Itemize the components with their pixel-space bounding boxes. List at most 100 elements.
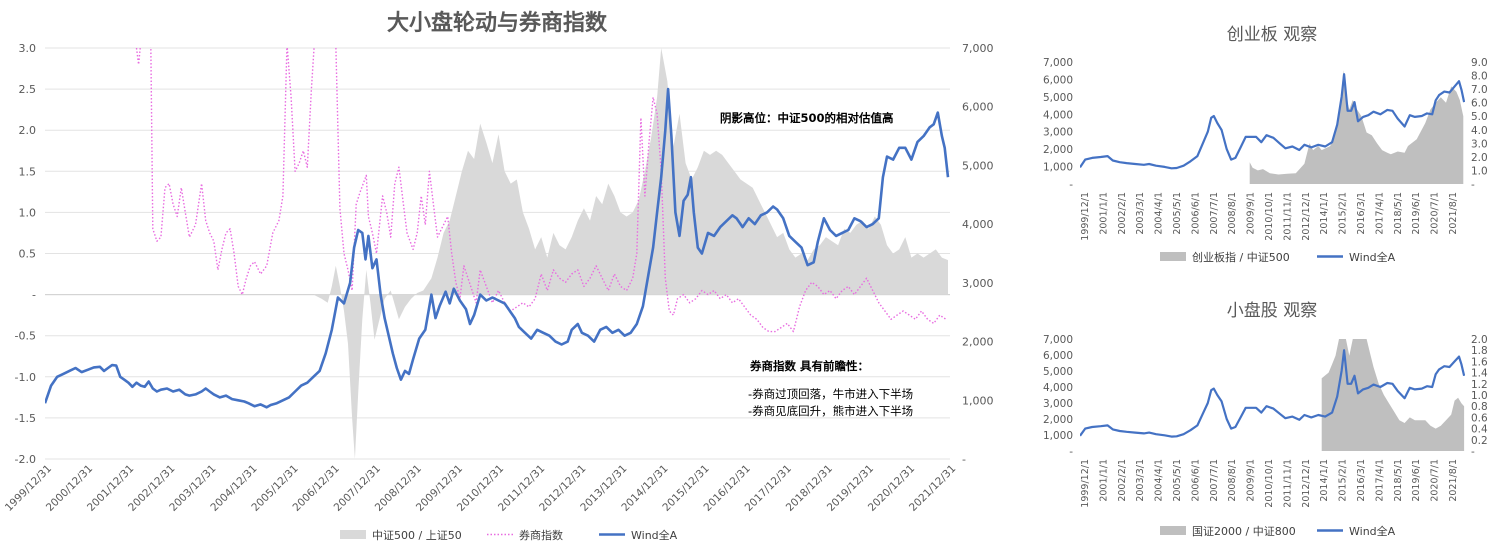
legend-label: Wind全A bbox=[1349, 250, 1396, 264]
y-right-tick-label: 1.0 bbox=[1471, 165, 1488, 177]
x-tick-label: 2017/4/1 bbox=[1374, 459, 1385, 502]
series-1 bbox=[1080, 73, 1465, 170]
x-tick-label: 2001/1/1 bbox=[1098, 192, 1109, 235]
legend-swatch bbox=[340, 530, 366, 539]
plot-area bbox=[1080, 70, 1465, 184]
x-tick-label: 2014/1/1 bbox=[1319, 459, 1330, 502]
x-tick-label: 2007/7/1 bbox=[1209, 192, 1220, 235]
x-tick-label: 2014/1/1 bbox=[1319, 192, 1330, 235]
area-series-0 bbox=[313, 48, 948, 459]
chart-title: 小盘股 观察 bbox=[1227, 301, 1317, 321]
y-left-tick-label: -0.5 bbox=[15, 330, 36, 343]
y-right-tick-label: 6.0 bbox=[1471, 98, 1488, 110]
y-left-tick-label: 1.0 bbox=[19, 206, 37, 219]
series-0 bbox=[1249, 70, 1464, 184]
y-right-tick-label: 0.4 bbox=[1471, 424, 1488, 436]
legend-swatch bbox=[1160, 526, 1186, 535]
y-left-tick-label: 7,000 bbox=[1043, 57, 1073, 69]
annotation-broker-line2: -券商见底回升，熊市进入下半场 bbox=[748, 404, 913, 418]
annotation-shading-note: 阴影高位：中证500的相对估值高 bbox=[720, 111, 894, 125]
legend-item: 创业板指 / 中证500 bbox=[1160, 250, 1290, 264]
y-left-tick-label: -1.5 bbox=[15, 412, 36, 425]
y-left-tick-label: - bbox=[32, 289, 36, 302]
x-tick-label: 2002/2/1 bbox=[1117, 192, 1128, 235]
y-right-tick-label: 1.6 bbox=[1471, 356, 1488, 368]
y-left-tick-label: 2,000 bbox=[1043, 414, 1073, 426]
legend-label: 中证500 / 上证50 bbox=[372, 529, 462, 542]
y-right-tick-label: 9.0 bbox=[1471, 57, 1488, 69]
x-tick-label: 2007/7/1 bbox=[1209, 459, 1220, 502]
y-right-tick-label: 1.4 bbox=[1471, 368, 1488, 380]
x-tick-label: 2015/2/1 bbox=[1338, 192, 1349, 235]
legend: 中证500 / 上证50 券商指数 Wind全A bbox=[340, 528, 678, 542]
y-right-tick-label: - bbox=[962, 453, 966, 466]
y-left-tick-label: 4,000 bbox=[1043, 382, 1073, 394]
legend-item: Wind全A bbox=[599, 528, 678, 542]
y-left-tick-label: 2.5 bbox=[19, 83, 37, 96]
y-right-tick-label: 7,000 bbox=[962, 42, 994, 55]
legend-item: Wind全A bbox=[1317, 250, 1396, 264]
x-tick-label: 2002/2/1 bbox=[1117, 459, 1128, 502]
y-left-tick-label: 3.0 bbox=[19, 42, 37, 55]
x-tick-label: 2021/8/1 bbox=[1448, 459, 1459, 502]
y-right-tick-label: 2,000 bbox=[962, 336, 994, 349]
x-tick-label: 2012/12/1 bbox=[1301, 192, 1312, 241]
y-right-tick-label: 0.6 bbox=[1471, 412, 1488, 424]
y-left-tick-label: 5,000 bbox=[1043, 366, 1073, 378]
y-left-tick-label: 6,000 bbox=[1043, 350, 1073, 362]
x-tick-label: 2008/8/1 bbox=[1227, 192, 1238, 235]
y-right-tick-label: 1.8 bbox=[1471, 345, 1488, 357]
x-tick-label: 2021/8/1 bbox=[1448, 192, 1459, 235]
y-left-tick-label: 0.5 bbox=[19, 248, 37, 261]
y-right-tick-label: 5.0 bbox=[1471, 111, 1488, 123]
area-series-0 bbox=[1249, 70, 1464, 184]
chart-0: 大小盘轮动与券商指数 3.0 2.5 2.0 1.5 1.0 0.5 - -0.5 -1.0 -1.… bbox=[3, 10, 994, 542]
x-tick-label: 2009/9/1 bbox=[1246, 192, 1257, 235]
legend-label: 创业板指 / 中证500 bbox=[1192, 250, 1290, 264]
y-left-tick-label: 2.0 bbox=[19, 124, 37, 137]
y-right-tick-label: 5,000 bbox=[962, 159, 994, 172]
y-right-tick-label: 1.0 bbox=[1471, 390, 1488, 402]
line-series-1 bbox=[1080, 349, 1465, 438]
y-right-tick-label: 1,000 bbox=[962, 394, 994, 407]
y-right-tick-label: 0.2 bbox=[1471, 435, 1488, 447]
y-right-tick-label: - bbox=[1471, 446, 1475, 458]
chart-2: 小盘股 观察 7,000 6,000 5,000 4,000 3,000 2,000 1,00… bbox=[1043, 301, 1488, 538]
y-left-tick-label: 1,000 bbox=[1043, 162, 1073, 174]
plot-area bbox=[1080, 339, 1465, 451]
legend-label: 券商指数 bbox=[519, 528, 563, 542]
x-tick-label: 2011/11/1 bbox=[1282, 192, 1293, 241]
x-tick-label: 2006/6/1 bbox=[1190, 459, 1201, 502]
x-tick-label: 2012/12/1 bbox=[1301, 459, 1312, 508]
legend-item: Wind全A bbox=[1317, 524, 1396, 538]
chart-title: 大小盘轮动与券商指数 bbox=[387, 10, 608, 36]
x-tick-label: 2020/7/1 bbox=[1430, 192, 1441, 235]
y-left-tick-label: 1.5 bbox=[19, 165, 37, 178]
x-tick-label: 2017/4/1 bbox=[1374, 192, 1385, 235]
x-tick-label: 2016/3/1 bbox=[1356, 192, 1367, 235]
series-0 bbox=[313, 48, 948, 459]
y-right-tick-label: 3.0 bbox=[1471, 138, 1488, 150]
series-1 bbox=[1080, 349, 1465, 438]
series-2 bbox=[45, 87, 950, 409]
line-series-1 bbox=[1080, 73, 1465, 170]
y-right-tick-label: 2.0 bbox=[1471, 152, 1488, 164]
y-right-tick-label: 6,000 bbox=[962, 101, 994, 114]
plot-area bbox=[45, 47, 950, 459]
x-tick-label: 1999/12/1 bbox=[1080, 459, 1091, 508]
y-right-tick-label: 7.0 bbox=[1471, 84, 1488, 96]
x-tick-label: 2019/6/1 bbox=[1411, 459, 1422, 502]
x-tick-label: 2006/6/1 bbox=[1190, 192, 1201, 235]
x-tick-label: 2020/7/1 bbox=[1430, 459, 1441, 502]
legend-swatch bbox=[1160, 252, 1186, 261]
legend-label: Wind全A bbox=[1349, 524, 1396, 538]
x-tick-label: 2010/10/1 bbox=[1264, 459, 1275, 508]
y-right-tick-label: 1.2 bbox=[1471, 379, 1488, 391]
chart-1: 创业板 观察 7,000 6,000 5,000 4,000 3,000 2,000 1,00… bbox=[1043, 25, 1488, 264]
legend-label: Wind全A bbox=[631, 528, 678, 542]
y-left-tick-label: 7,000 bbox=[1043, 334, 1073, 346]
line-series-2 bbox=[45, 87, 950, 409]
x-tick-label: 2005/5/1 bbox=[1172, 459, 1183, 502]
